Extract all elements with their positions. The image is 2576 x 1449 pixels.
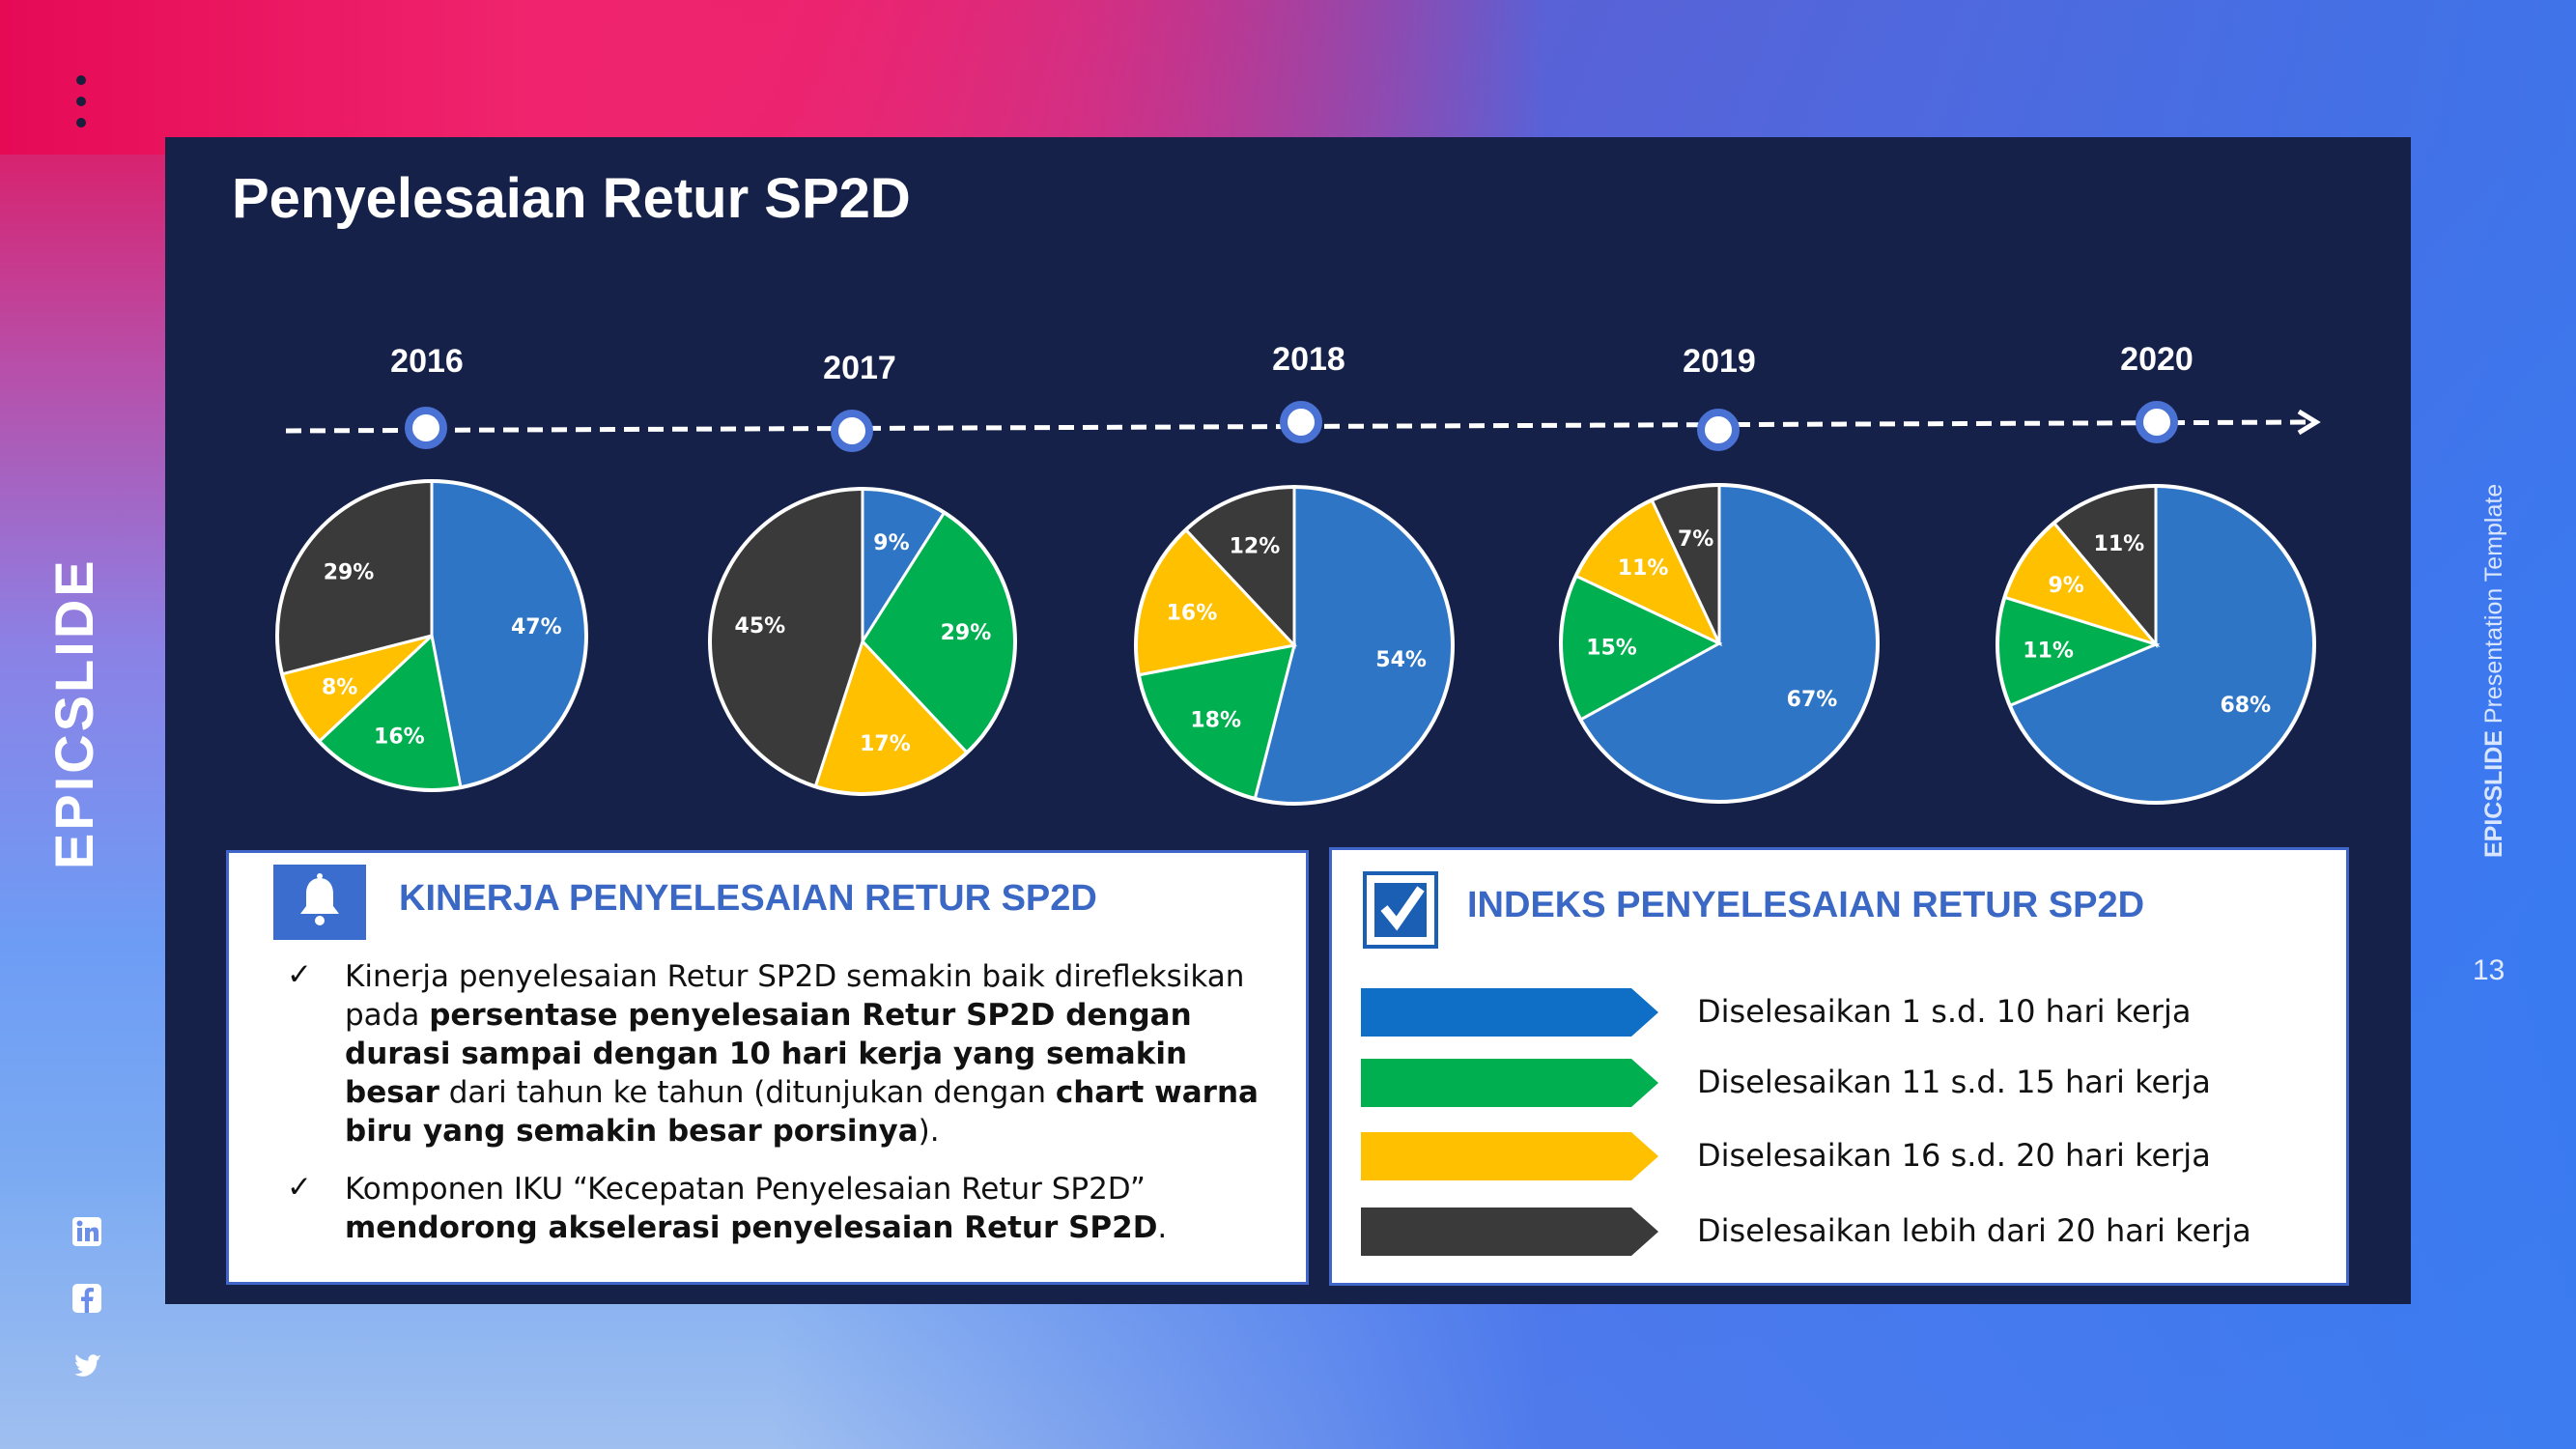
- indeks-heading: INDEKS PENYELESAIAN RETUR SP2D: [1467, 885, 2145, 925]
- background-pink-band: [0, 0, 1545, 155]
- timeline-year-2017: 2017: [823, 350, 896, 386]
- bell-icon: [273, 865, 366, 940]
- kinerja-item-1-b2: chart warna biru yang semakin besar pors…: [345, 1075, 1259, 1149]
- linkedin-icon[interactable]: [71, 1215, 103, 1248]
- legend-arrow-4: [1361, 1208, 1658, 1256]
- brand-left: EPICSLIDE: [43, 557, 104, 869]
- twitter-icon[interactable]: [71, 1350, 103, 1382]
- timeline-year-2020: 2020: [2120, 341, 2194, 378]
- timeline-year-2016: 2016: [390, 343, 464, 380]
- bullet-check-2: ✓: [287, 1170, 312, 1205]
- kinerja-box: KINERJA PENYELESAIAN RETUR SP2D ✓ Kinerj…: [226, 850, 1309, 1285]
- kinerja-item-1-t1: Kinerja penyelesaian Retur SP2D semakin …: [345, 959, 1245, 1033]
- brand-right-bold: EPICSLIDE: [2480, 730, 2507, 858]
- menu-dots-icon[interactable]: [76, 75, 88, 139]
- bullet-check-1: ✓: [287, 957, 312, 992]
- legend-arrow-1: [1361, 988, 1658, 1037]
- checkbox-icon: [1363, 871, 1438, 949]
- kinerja-item-2-b1: mendorong akselerasi penyelesaian Retur …: [345, 1210, 1158, 1245]
- kinerja-heading: KINERJA PENYELESAIAN RETUR SP2D: [399, 878, 1097, 919]
- kinerja-item-1-t3: ).: [918, 1114, 940, 1149]
- kinerja-item-1-t2: dari tahun ke tahun (ditunjukan dengan: [439, 1075, 1056, 1110]
- brand-right: EPICSLIDE Presentation Template: [2480, 484, 2508, 858]
- kinerja-item-2: Komponen IKU “Kecepatan Penyelesaian Ret…: [345, 1170, 1262, 1247]
- kinerja-item-1: Kinerja penyelesaian Retur SP2D semakin …: [345, 957, 1262, 1151]
- timeline-year-2018: 2018: [1272, 341, 1345, 378]
- legend-label-2: Diselesaikan 11 s.d. 15 hari kerja: [1697, 1064, 2211, 1100]
- legend-label-3: Diselesaikan 16 s.d. 20 hari kerja: [1697, 1137, 2211, 1174]
- kinerja-item-2-t1: Komponen IKU “Kecepatan Penyelesaian Ret…: [345, 1172, 1146, 1207]
- legend-label-1: Diselesaikan 1 s.d. 10 hari kerja: [1697, 993, 2192, 1030]
- indeks-box: INDEKS PENYELESAIAN RETUR SP2D Diselesai…: [1329, 847, 2349, 1286]
- legend-arrow-3: [1361, 1132, 1658, 1180]
- kinerja-item-1-b1: persentase penyelesaian Retur SP2D denga…: [345, 998, 1192, 1110]
- page-number: 13: [2473, 954, 2505, 986]
- timeline-year-2019: 2019: [1683, 343, 1756, 380]
- legend-arrow-2: [1361, 1059, 1658, 1107]
- kinerja-item-2-t2: .: [1157, 1210, 1168, 1245]
- brand-right-rest: Presentation Template: [2480, 483, 2507, 731]
- page-title: Penyelesaian Retur SP2D: [232, 167, 911, 230]
- legend-label-4: Diselesaikan lebih dari 20 hari kerja: [1697, 1212, 2251, 1249]
- facebook-icon[interactable]: [71, 1282, 103, 1315]
